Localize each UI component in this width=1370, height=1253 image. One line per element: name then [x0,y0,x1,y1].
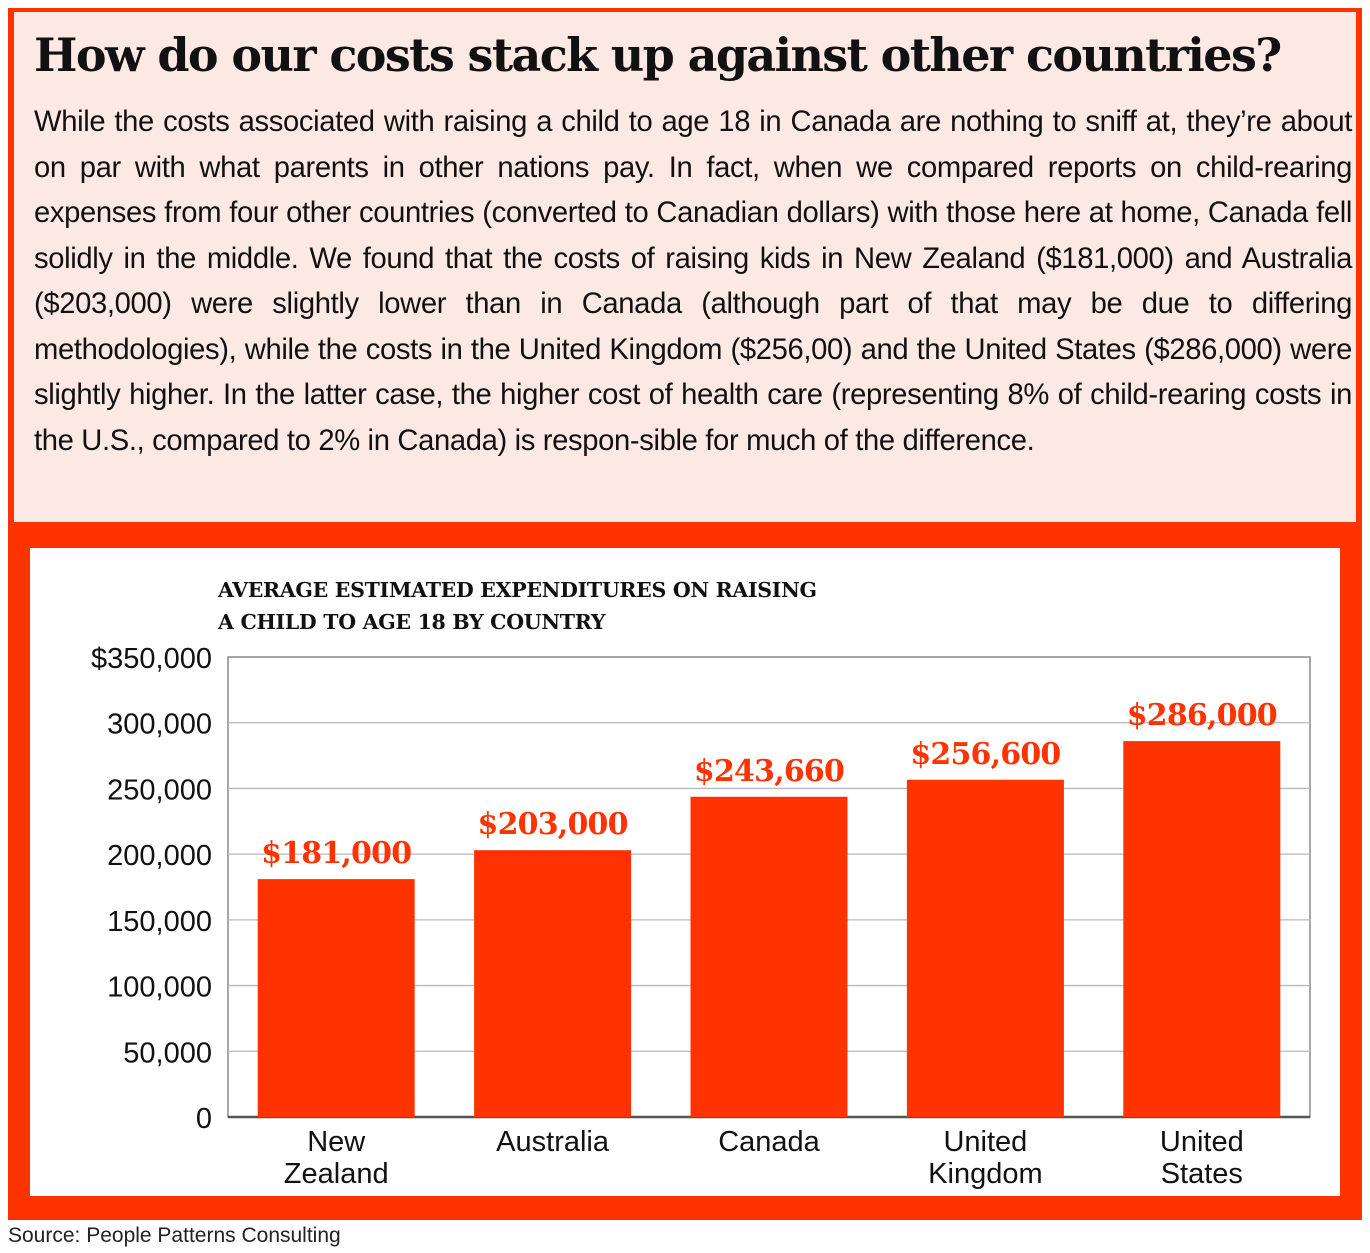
data-label: $181,000 [261,836,411,871]
data-label: $203,000 [478,807,628,842]
bar [1123,741,1281,1117]
data-label: $286,000 [1127,698,1277,733]
y-tick-label: 150,000 [107,906,212,938]
article-body: While the costs associated with raising … [34,106,1352,457]
intro-panel: How do our costs stack up against other … [14,12,1356,522]
headline: How do our costs stack up against other … [34,28,1282,82]
y-tick-label: 250,000 [107,774,212,806]
chart-title-line-1: AVERAGE ESTIMATED EXPENDITURES ON RAISIN… [218,578,817,602]
y-tick-label: 50,000 [123,1037,212,1069]
y-tick-label: 300,000 [107,709,212,741]
bar-chart: 0 50,000 100,000 150,000 200,000 250,000 300,0… [91,643,1311,1190]
y-tick-label: $350,000 [91,643,212,675]
x-tick-label: Canada [718,1126,820,1158]
bar [257,879,415,1117]
chart-title: AVERAGE ESTIMATED EXPENDITURES ON RAISIN… [218,574,978,638]
chart-panel: AVERAGE ESTIMATED EXPENDITURES ON RAISIN… [30,548,1340,1196]
y-tick-label: 0 [196,1103,212,1135]
x-tick-label: New [307,1126,366,1158]
y-tick-label: 200,000 [107,840,212,872]
y-tick-label: 100,000 [107,972,212,1004]
x-tick-label: United [1160,1126,1244,1158]
infographic-frame: How do our costs stack up against other … [8,8,1362,1220]
chart-title-line-2: A CHILD TO AGE 18 BY COUNTRY [218,610,606,634]
x-tick-label: Kingdom [928,1158,1042,1190]
bar [474,850,632,1117]
data-label: $256,600 [910,737,1060,772]
data-label: $243,660 [694,754,844,789]
x-tick-label: States [1161,1158,1243,1190]
x-tick-label: Zealand [284,1158,389,1190]
source-note: Source: People Patterns Consulting [8,1224,341,1247]
bar [906,779,1064,1117]
x-tick-label: United [943,1126,1027,1158]
bar [690,796,848,1117]
x-tick-label: Australia [496,1126,610,1158]
